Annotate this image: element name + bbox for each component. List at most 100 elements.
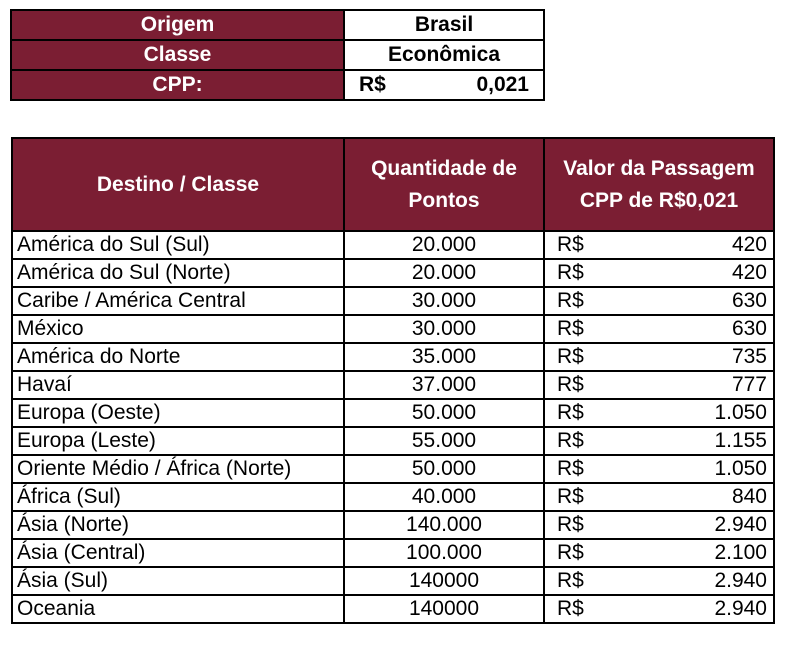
- table-row: Ásia (Central) 100.000 R$ 2.100: [11, 538, 775, 568]
- table-row: América do Sul (Sul) 20.000 R$ 420: [11, 230, 775, 260]
- cell-valor: R$ 1.155: [543, 426, 775, 456]
- valor-amount: 2.940: [714, 597, 767, 620]
- cell-valor: R$ 2.100: [543, 538, 775, 568]
- table-row: Oriente Médio / África (Norte) 50.000 R$ 1.…: [11, 454, 775, 484]
- cell-valor: R$ 840: [543, 482, 775, 512]
- table-row: Havaí 37.000 R$ 777: [11, 370, 775, 400]
- cell-pontos: 50.000: [343, 454, 545, 484]
- currency-symbol: R$: [557, 401, 584, 424]
- cell-pontos: 140000: [343, 594, 545, 624]
- table-row: Caribe / América Central 30.000 R$ 630: [11, 286, 775, 316]
- currency-symbol: R$: [557, 233, 584, 256]
- cell-pontos: 35.000: [343, 342, 545, 372]
- currency-symbol: R$: [557, 485, 584, 508]
- cell-destino: América do Norte: [11, 342, 345, 372]
- cell-valor: R$ 420: [543, 230, 775, 260]
- cell-valor: R$ 2.940: [543, 510, 775, 540]
- cell-valor: R$ 2.940: [543, 566, 775, 596]
- origem-value: Brasil: [343, 9, 545, 41]
- currency-symbol: R$: [557, 541, 584, 564]
- currency-symbol: R$: [557, 597, 584, 620]
- valor-amount: 1.155: [714, 429, 767, 452]
- cell-pontos: 140.000: [343, 510, 545, 540]
- currency-symbol: R$: [557, 457, 584, 480]
- currency-symbol: R$: [557, 569, 584, 592]
- table-row: México 30.000 R$ 630: [11, 314, 775, 344]
- cell-valor: R$ 777: [543, 370, 775, 400]
- cell-pontos: 140000: [343, 566, 545, 596]
- valor-amount: 420: [731, 233, 767, 256]
- table-body: América do Sul (Sul) 20.000 R$ 420 América d…: [11, 230, 775, 624]
- valor-amount: 2.940: [714, 569, 767, 592]
- cpp-label: CPP:: [10, 69, 345, 101]
- cell-pontos: 100.000: [343, 538, 545, 568]
- cell-pontos: 20.000: [343, 230, 545, 260]
- currency-symbol: R$: [557, 429, 584, 452]
- valor-amount: 2.100: [714, 541, 767, 564]
- valor-amount: 840: [731, 485, 767, 508]
- currency-symbol: R$: [557, 345, 584, 368]
- table-row: América do Norte 35.000 R$ 735: [11, 342, 775, 372]
- cell-destino: África (Sul): [11, 482, 345, 512]
- table-row: África (Sul) 40.000 R$ 840: [11, 482, 775, 512]
- cpp-currency: R$: [359, 73, 386, 96]
- classe-value: Econômica: [343, 39, 545, 71]
- cell-valor: R$ 1.050: [543, 398, 775, 428]
- info-row-cpp: CPP: R$ 0,021: [10, 69, 545, 101]
- currency-symbol: R$: [557, 513, 584, 536]
- cell-destino: Havaí: [11, 370, 345, 400]
- valor-amount: 777: [731, 373, 767, 396]
- table-header-row: Destino / Classe Quantidade de Pontos Va…: [11, 137, 775, 232]
- cell-valor: R$ 1.050: [543, 454, 775, 484]
- cell-destino: Oriente Médio / África (Norte): [11, 454, 345, 484]
- cell-pontos: 20.000: [343, 258, 545, 288]
- valor-amount: 420: [731, 261, 767, 284]
- header-valor: Valor da Passagem CPP de R$0,021: [543, 137, 775, 232]
- cell-valor: R$ 2.940: [543, 594, 775, 624]
- info-row-origem: Origem Brasil: [10, 9, 545, 41]
- origem-label: Origem: [10, 9, 345, 41]
- cell-pontos: 55.000: [343, 426, 545, 456]
- cell-destino: Oceania: [11, 594, 345, 624]
- valor-amount: 1.050: [714, 401, 767, 424]
- cell-pontos: 50.000: [343, 398, 545, 428]
- currency-symbol: R$: [557, 261, 584, 284]
- table-row: Oceania 140000 R$ 2.940: [11, 594, 775, 624]
- cell-destino: Ásia (Norte): [11, 510, 345, 540]
- valor-amount: 630: [731, 289, 767, 312]
- classe-label: Classe: [10, 39, 345, 71]
- cell-pontos: 30.000: [343, 314, 545, 344]
- cell-destino: Europa (Leste): [11, 426, 345, 456]
- cell-destino: México: [11, 314, 345, 344]
- info-table: Origem Brasil Classe Econômica CPP: R$ 0…: [10, 9, 545, 101]
- currency-symbol: R$: [557, 289, 584, 312]
- cell-destino: América do Sul (Norte): [11, 258, 345, 288]
- table-row: América do Sul (Norte) 20.000 R$ 420: [11, 258, 775, 288]
- cell-destino: América do Sul (Sul): [11, 230, 345, 260]
- table-row: Europa (Oeste) 50.000 R$ 1.050: [11, 398, 775, 428]
- currency-symbol: R$: [557, 373, 584, 396]
- cpp-value-cell: R$ 0,021: [343, 69, 545, 101]
- cell-destino: Ásia (Central): [11, 538, 345, 568]
- cell-destino: Europa (Oeste): [11, 398, 345, 428]
- cpp-value: 0,021: [476, 73, 529, 96]
- cell-pontos: 40.000: [343, 482, 545, 512]
- info-row-classe: Classe Econômica: [10, 39, 545, 71]
- table-row: Ásia (Norte) 140.000 R$ 2.940: [11, 510, 775, 540]
- valor-amount: 735: [731, 345, 767, 368]
- currency-symbol: R$: [557, 317, 584, 340]
- table-row: Europa (Leste) 55.000 R$ 1.155: [11, 426, 775, 456]
- header-destino: Destino / Classe: [11, 137, 345, 232]
- cell-pontos: 30.000: [343, 286, 545, 316]
- cell-valor: R$ 420: [543, 258, 775, 288]
- cell-valor: R$ 630: [543, 286, 775, 316]
- valor-amount: 1.050: [714, 457, 767, 480]
- cell-valor: R$ 735: [543, 342, 775, 372]
- cell-valor: R$ 630: [543, 314, 775, 344]
- valor-amount: 630: [731, 317, 767, 340]
- table-row: Ásia (Sul) 140000 R$ 2.940: [11, 566, 775, 596]
- cell-destino: Caribe / América Central: [11, 286, 345, 316]
- cell-pontos: 37.000: [343, 370, 545, 400]
- header-pontos: Quantidade de Pontos: [343, 137, 545, 232]
- destinations-table: Destino / Classe Quantidade de Pontos Va…: [11, 137, 775, 624]
